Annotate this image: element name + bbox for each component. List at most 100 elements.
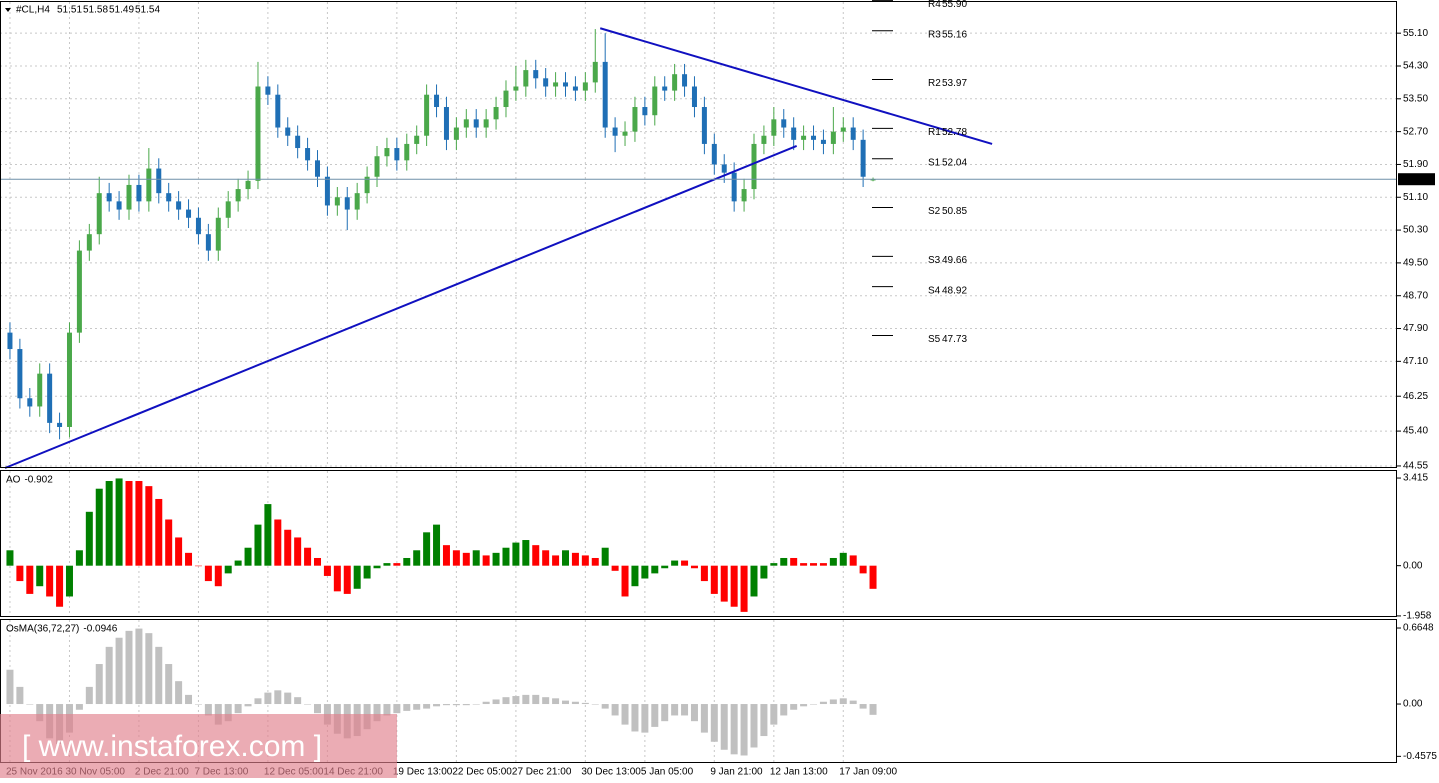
pivot-value: 52.04 bbox=[942, 157, 967, 168]
histogram-bar bbox=[423, 532, 431, 566]
pivot-name: R1 bbox=[928, 127, 941, 138]
histogram-bar bbox=[681, 560, 689, 566]
histogram-bar bbox=[264, 504, 272, 566]
histogram-bar bbox=[611, 704, 619, 716]
histogram-bar bbox=[6, 550, 14, 566]
candle-body bbox=[37, 373, 43, 407]
y-tick-label: 0.00 bbox=[1403, 560, 1423, 571]
histogram-bar bbox=[631, 565, 639, 587]
candle-body bbox=[612, 127, 618, 136]
candle-body bbox=[295, 135, 301, 149]
histogram-bar bbox=[750, 565, 758, 597]
candle-body bbox=[414, 135, 420, 144]
candle-body bbox=[533, 70, 539, 79]
histogram-bar bbox=[36, 565, 44, 587]
header-high: 51.58 bbox=[83, 5, 108, 16]
candle-body bbox=[662, 86, 668, 91]
histogram-bar bbox=[125, 481, 133, 566]
histogram-bar bbox=[323, 565, 331, 576]
histogram-bar bbox=[313, 704, 321, 714]
histogram-bar bbox=[730, 704, 738, 755]
histogram-bar bbox=[829, 557, 837, 566]
histogram-bar bbox=[16, 565, 24, 582]
histogram-bar bbox=[383, 704, 391, 716]
histogram-bar bbox=[462, 704, 470, 706]
histogram-bar bbox=[482, 555, 490, 566]
candle-body bbox=[76, 250, 82, 333]
header-low: 51.49 bbox=[109, 5, 134, 16]
candle-body bbox=[424, 94, 430, 136]
candle-body bbox=[860, 139, 866, 177]
histogram-bar bbox=[790, 557, 798, 566]
candle-body bbox=[404, 143, 410, 161]
histogram-bar bbox=[710, 704, 718, 742]
candle-body bbox=[830, 131, 836, 144]
histogram-bar bbox=[611, 565, 619, 571]
x-tick-label: 19 Dec 13:00 bbox=[393, 767, 453, 778]
histogram-bar bbox=[849, 700, 857, 705]
histogram-bar bbox=[56, 565, 64, 607]
histogram-bar bbox=[631, 704, 639, 732]
header-open: 51.51 bbox=[57, 5, 82, 16]
candle-body bbox=[245, 180, 251, 190]
histogram-bar bbox=[75, 550, 83, 566]
main-panel-frame bbox=[0, 1, 1397, 468]
candle-body bbox=[255, 86, 261, 181]
pivot-name: R3 bbox=[928, 29, 941, 40]
candle-body bbox=[126, 184, 132, 210]
histogram-bar bbox=[16, 686, 24, 705]
histogram-bar bbox=[690, 704, 698, 722]
histogram-bar bbox=[423, 704, 431, 709]
histogram-bar bbox=[224, 565, 232, 574]
candle-body bbox=[354, 193, 360, 210]
candle-body bbox=[751, 143, 757, 190]
candle-body bbox=[285, 127, 291, 136]
histogram-bar bbox=[194, 565, 202, 567]
histogram-bar bbox=[95, 664, 103, 705]
histogram-bar bbox=[165, 519, 173, 566]
histogram-bar bbox=[393, 704, 401, 714]
candle-body bbox=[215, 217, 221, 251]
histogram-bar bbox=[700, 565, 708, 582]
histogram-bar bbox=[740, 565, 748, 612]
histogram-bar bbox=[661, 704, 669, 722]
histogram-bar bbox=[115, 637, 123, 705]
y-tick-label: -0.4575 bbox=[1403, 751, 1437, 762]
histogram-bar bbox=[284, 529, 292, 566]
candle-body bbox=[563, 82, 569, 87]
menu-arrow[interactable] bbox=[5, 8, 11, 12]
histogram-bar bbox=[274, 519, 282, 566]
candle-body bbox=[186, 209, 192, 218]
y-tick-label: 51.90 bbox=[1403, 159, 1428, 170]
histogram-bar bbox=[562, 550, 570, 566]
histogram-bar bbox=[175, 537, 183, 566]
pivot-name: R4 bbox=[928, 0, 941, 10]
indicator-name: OsMA(36,72,27) bbox=[6, 624, 79, 635]
histogram-bar bbox=[661, 565, 669, 569]
histogram-bar bbox=[403, 704, 411, 711]
histogram-bar bbox=[294, 537, 302, 566]
candle-body bbox=[314, 160, 320, 177]
candle-body bbox=[47, 373, 53, 423]
histogram-bar bbox=[165, 664, 173, 705]
histogram-bar bbox=[780, 704, 788, 716]
histogram-bar bbox=[750, 704, 758, 748]
histogram-bar bbox=[502, 697, 510, 705]
candle-body bbox=[642, 107, 648, 116]
histogram-bar bbox=[194, 704, 202, 705]
histogram-bar bbox=[700, 704, 708, 733]
histogram-bar bbox=[244, 704, 252, 707]
histogram-bar bbox=[621, 565, 629, 597]
y-tick-label: 49.50 bbox=[1403, 258, 1428, 269]
pivot-value: 52.78 bbox=[942, 127, 967, 138]
histogram-bar bbox=[135, 481, 143, 566]
histogram-bar bbox=[264, 692, 272, 705]
candle-body bbox=[850, 127, 856, 140]
candle-body bbox=[136, 184, 142, 202]
histogram-bar bbox=[254, 524, 262, 566]
y-tick-label: 45.40 bbox=[1403, 426, 1428, 437]
histogram-bar bbox=[581, 555, 589, 566]
candle-body bbox=[711, 143, 717, 165]
